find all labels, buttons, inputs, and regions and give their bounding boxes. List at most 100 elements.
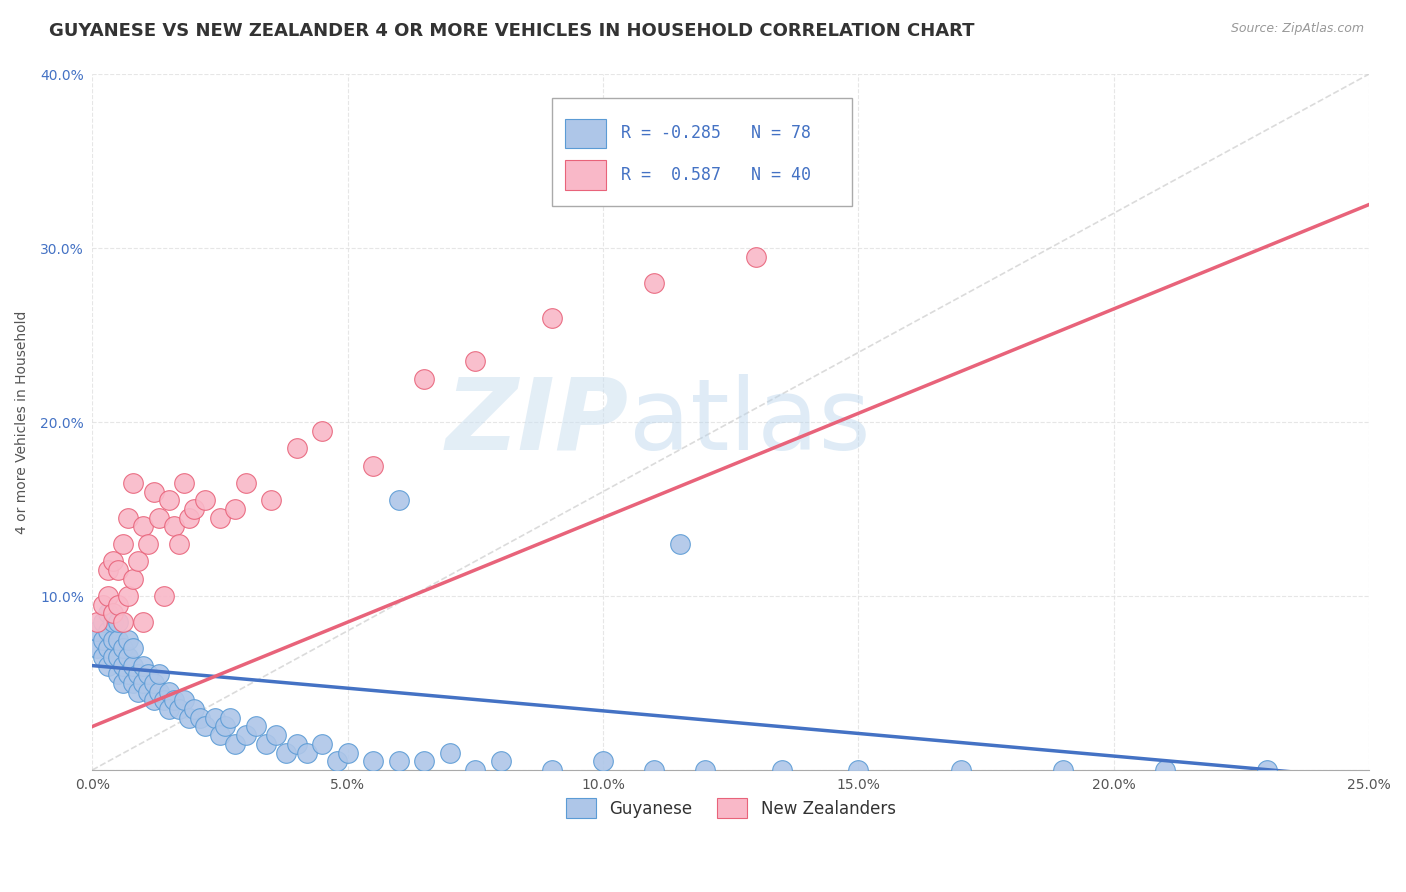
Point [138,537,160,551]
Point [183,502,205,516]
Point [1052,763,1074,777]
Point [276,746,298,760]
Point [643,276,665,290]
Point [86,641,108,656]
Point [285,441,308,455]
FancyBboxPatch shape [553,98,852,206]
Point [101,607,124,621]
Point [204,711,226,725]
Point [1256,763,1278,777]
Point [86,615,108,629]
Point [153,693,176,707]
Y-axis label: 4 or more Vehicles in Household: 4 or more Vehicles in Household [15,310,30,533]
Point [91,615,114,629]
Point [388,493,411,508]
Point [132,519,155,533]
Point [91,598,114,612]
Point [111,658,134,673]
Point [107,563,129,577]
Text: atlas: atlas [628,374,870,470]
Point [142,693,165,707]
Point [117,649,139,664]
Point [235,728,257,742]
Point [138,684,160,698]
Point [439,746,461,760]
Point [194,719,217,733]
Point [142,484,165,499]
Point [224,502,246,516]
Point [97,658,120,673]
Point [848,763,870,777]
Point [97,563,120,577]
Point [157,684,180,698]
Point [91,649,114,664]
Point [157,702,180,716]
Point [167,702,190,716]
Point [101,649,124,664]
Point [541,763,564,777]
Point [260,493,283,508]
Point [1153,763,1175,777]
Legend: Guyanese, New Zealanders: Guyanese, New Zealanders [560,792,903,824]
Point [142,676,165,690]
Point [388,754,411,768]
Point [132,658,155,673]
Text: R = -0.285   N = 78: R = -0.285 N = 78 [621,124,811,142]
Point [163,519,186,533]
Point [117,589,139,603]
Point [111,676,134,690]
Point [122,676,145,690]
Point [413,371,436,385]
Point [219,711,242,725]
Point [111,615,134,629]
Point [138,667,160,681]
Point [101,554,124,568]
Point [179,711,201,725]
Point [117,510,139,524]
Point [117,632,139,647]
Point [361,458,384,473]
Point [111,641,134,656]
Point [148,667,170,681]
Point [695,763,717,777]
Point [157,493,180,508]
Point [361,754,384,768]
Point [179,510,201,524]
Point [464,354,486,368]
Point [132,676,155,690]
Point [163,693,186,707]
Point [254,737,277,751]
Point [122,658,145,673]
Point [188,711,211,725]
Point [127,667,149,681]
FancyBboxPatch shape [565,161,606,190]
Point [97,589,120,603]
Point [101,615,124,629]
Point [643,763,665,777]
Point [107,598,129,612]
Point [173,475,195,490]
Point [101,632,124,647]
Point [111,537,134,551]
Point [592,754,614,768]
Point [336,746,359,760]
Point [97,607,120,621]
Point [91,632,114,647]
Point [167,537,190,551]
Point [949,763,972,777]
Point [148,510,170,524]
Point [311,737,333,751]
Point [153,589,176,603]
Point [127,684,149,698]
Point [745,250,768,264]
Point [770,763,793,777]
Point [285,737,308,751]
Point [668,537,690,551]
Point [86,624,108,638]
Point [264,728,287,742]
Point [194,493,217,508]
Point [245,719,267,733]
Point [183,702,205,716]
Point [311,424,333,438]
Point [235,475,257,490]
